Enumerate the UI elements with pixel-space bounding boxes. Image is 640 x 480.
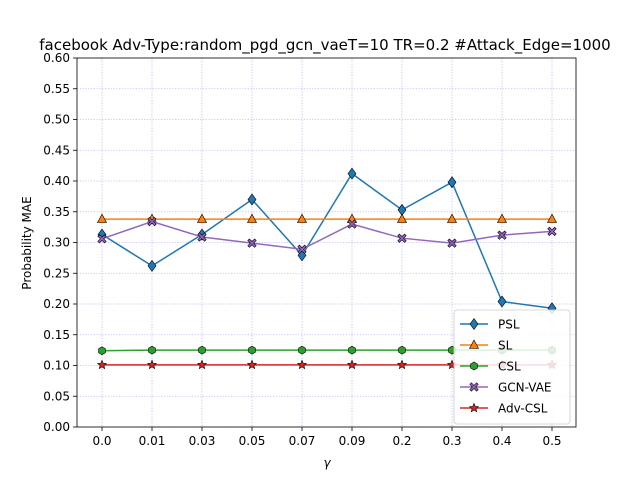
x-tick-label: 0.09 bbox=[339, 434, 366, 448]
legend-label: GCN-VAE bbox=[498, 381, 552, 395]
data-point-sl bbox=[497, 213, 507, 223]
y-tick-label: 0.30 bbox=[43, 236, 70, 250]
data-point-csl bbox=[148, 345, 156, 355]
y-tick-label: 0.25 bbox=[43, 266, 70, 280]
data-point-gcn-vae bbox=[347, 219, 357, 229]
data-point-adv-csl bbox=[396, 359, 408, 370]
legend-entry-gcn-vae: GCN-VAE bbox=[460, 381, 552, 395]
data-point-gcn-vae bbox=[247, 238, 257, 248]
x-tick-label: 0.07 bbox=[289, 434, 316, 448]
data-point-sl bbox=[247, 213, 257, 223]
data-point-gcn-vae bbox=[297, 244, 307, 254]
x-tick-label: 0.0 bbox=[92, 434, 111, 448]
x-tick-label: 0.03 bbox=[189, 434, 216, 448]
legend-marker bbox=[468, 402, 480, 413]
y-tick-label: 0.05 bbox=[43, 389, 70, 403]
y-tick-label: 0.15 bbox=[43, 328, 70, 342]
x-tick-label: 0.2 bbox=[392, 434, 411, 448]
legend-label: SL bbox=[498, 339, 513, 353]
data-point-sl bbox=[297, 213, 307, 223]
data-point-csl bbox=[298, 345, 306, 355]
legend-entry-adv-csl: Adv-CSL bbox=[460, 402, 548, 416]
data-point-csl bbox=[248, 345, 256, 355]
legend-entry-psl: PSL bbox=[460, 318, 520, 332]
x-axis-label: γ bbox=[323, 456, 331, 470]
y-tick-label: 0.20 bbox=[43, 297, 70, 311]
y-axis-label: Probability MAE bbox=[20, 196, 34, 289]
y-tick-label: 0.55 bbox=[43, 82, 70, 96]
legend: PSL SL CSL GCN-VAE Adv-CSL bbox=[453, 309, 571, 425]
data-point-adv-csl bbox=[96, 359, 108, 370]
data-point-csl bbox=[98, 346, 106, 356]
x-tick-label: 0.05 bbox=[239, 434, 266, 448]
data-point-adv-csl bbox=[346, 359, 358, 370]
y-tick-label: 0.45 bbox=[43, 143, 70, 157]
data-point-sl bbox=[397, 213, 407, 223]
data-point-psl bbox=[497, 295, 507, 308]
data-point-gcn-vae bbox=[497, 230, 507, 240]
data-point-sl bbox=[547, 213, 557, 223]
data-point-csl bbox=[398, 345, 406, 355]
legend-marker bbox=[469, 382, 479, 392]
x-tick-label: 0.5 bbox=[542, 434, 561, 448]
data-point-csl bbox=[348, 345, 356, 355]
data-point-gcn-vae bbox=[147, 216, 157, 227]
series-layer bbox=[96, 167, 558, 370]
data-point-csl bbox=[198, 345, 206, 355]
legend-label: PSL bbox=[498, 318, 520, 332]
data-point-psl bbox=[347, 167, 357, 180]
y-tick-label: 0.60 bbox=[43, 51, 70, 65]
legend-label: CSL bbox=[498, 360, 521, 374]
data-point-adv-csl bbox=[296, 359, 308, 370]
x-tick-label: 0.4 bbox=[492, 434, 511, 448]
data-point-sl bbox=[197, 213, 207, 223]
data-point-psl bbox=[447, 176, 457, 189]
legend-entry-sl: SL bbox=[460, 339, 513, 353]
legend-label: Adv-CSL bbox=[498, 402, 548, 416]
series-line-gcn-vae bbox=[101, 220, 553, 251]
data-point-psl bbox=[147, 259, 157, 272]
legend-marker bbox=[469, 317, 479, 331]
x-tick-label: 0.01 bbox=[139, 434, 166, 448]
data-point-gcn-vae bbox=[97, 234, 107, 244]
data-point-gcn-vae bbox=[447, 238, 457, 248]
series-line-psl bbox=[101, 172, 553, 310]
y-tick-label: 0.10 bbox=[43, 359, 70, 373]
y-tick-label: 0.50 bbox=[43, 113, 70, 127]
data-point-adv-csl bbox=[196, 359, 208, 370]
legend-box bbox=[453, 309, 571, 425]
data-point-psl bbox=[247, 193, 257, 206]
series-gcn-vae bbox=[97, 216, 557, 254]
y-tick-label: 0.00 bbox=[43, 420, 70, 434]
legend-marker bbox=[469, 339, 479, 349]
data-point-gcn-vae bbox=[397, 233, 407, 243]
chart-title: facebook Adv-Type:random_pgd_gcn_vaeT=10… bbox=[39, 36, 610, 55]
axes: 0.00 0.05 0.10 0.15 0.20 0.25 0.30 0.35 0.40 0.45… bbox=[43, 51, 577, 448]
data-point-gcn-vae bbox=[197, 232, 207, 242]
data-point-adv-csl bbox=[146, 359, 158, 370]
plot-frame bbox=[76, 57, 577, 428]
data-point-adv-csl bbox=[246, 359, 258, 370]
x-tick-label: 0.3 bbox=[442, 434, 461, 448]
data-point-sl bbox=[97, 213, 107, 223]
y-tick-label: 0.35 bbox=[43, 205, 70, 219]
y-tick-label: 0.40 bbox=[43, 174, 70, 188]
data-point-gcn-vae bbox=[547, 226, 557, 237]
data-point-sl bbox=[447, 213, 457, 223]
legend-entry-csl: CSL bbox=[460, 360, 521, 374]
legend-marker bbox=[470, 361, 478, 371]
